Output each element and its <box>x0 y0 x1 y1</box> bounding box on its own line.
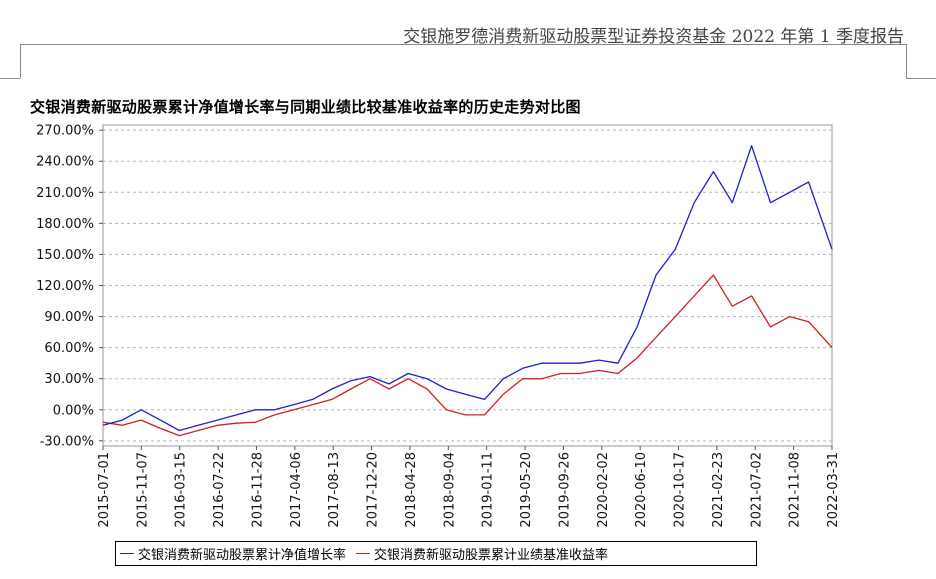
y-tick-label: 270.00% <box>36 124 94 139</box>
y-tick-label: 240.00% <box>36 155 94 170</box>
x-tick-label: 2020-10-17 <box>673 452 688 528</box>
chart-title: 交银消费新驱动股票累计净值增长率与同期业绩比较基准收益率的历史走势对比图 <box>30 98 581 116</box>
y-tick-label: 30.00% <box>44 372 94 387</box>
corner-mark-right-horizontal <box>906 78 936 79</box>
x-tick-label: 2019-01-11 <box>481 452 496 528</box>
x-tick-label: 2020-06-10 <box>634 452 649 528</box>
header-rule <box>20 44 906 45</box>
legend-swatch-benchmark <box>356 553 371 554</box>
chart-legend: 交银消费新驱动股票累计净值增长率 交银消费新驱动股票累计业绩基准收益率 <box>115 541 757 566</box>
series-line-benchmark-return <box>102 274 833 437</box>
report-header-title: 交银施罗德消费新驱动股票型证券投资基金 2022 年第 1 季度报告 <box>403 27 904 47</box>
corner-mark-right-vertical <box>906 44 907 78</box>
x-tick-label: 2021-11-08 <box>788 452 803 528</box>
corner-mark-left-vertical <box>20 44 21 78</box>
series-line-fund-nav-growth <box>102 145 833 432</box>
x-tick-label: 2021-02-23 <box>711 452 726 528</box>
x-tick-label: 2017-08-13 <box>327 452 342 528</box>
x-tick-label: 2018-09-04 <box>442 452 457 528</box>
x-tick-label: 2019-05-20 <box>519 452 534 528</box>
x-tick-label: 2015-11-07 <box>135 452 150 528</box>
x-tick-label: 2016-07-22 <box>212 452 227 528</box>
x-tick-label: 2016-03-15 <box>174 452 189 528</box>
y-tick-label: 120.00% <box>36 279 94 294</box>
y-tick-label: -30.00% <box>40 434 94 449</box>
y-tick-label: 90.00% <box>44 310 94 325</box>
y-tick-label: 180.00% <box>36 217 94 232</box>
x-tick-label: 2020-02-02 <box>596 452 611 528</box>
legend-label-benchmark: 交银消费新驱动股票累计业绩基准收益率 <box>374 548 609 563</box>
x-tick-label: 2017-12-20 <box>366 452 381 528</box>
corner-mark-left-horizontal <box>0 78 20 79</box>
y-tick-label: 150.00% <box>36 248 94 263</box>
x-tick-label: 2021-07-02 <box>749 452 764 528</box>
x-tick-label: 2022-03-31 <box>826 452 841 528</box>
legend-swatch-fund <box>120 553 134 554</box>
x-tick-label: 2019-09-26 <box>557 452 572 528</box>
y-tick-label: 210.00% <box>36 186 94 201</box>
y-tick-label: 0.00% <box>53 403 94 418</box>
x-tick-label: 2017-04-06 <box>289 452 304 528</box>
legend-label-fund: 交银消费新驱动股票累计净值增长率 <box>138 548 347 563</box>
x-tick-label: 2015-07-01 <box>97 452 112 528</box>
legend-item-fund: 交银消费新驱动股票累计净值增长率 <box>120 544 346 563</box>
x-tick-label: 2018-04-28 <box>404 452 419 528</box>
legend-item-benchmark: 交银消费新驱动股票累计业绩基准收益率 <box>356 544 608 563</box>
x-tick-label: 2016-11-28 <box>250 452 265 528</box>
y-tick-label: 60.00% <box>44 341 94 356</box>
